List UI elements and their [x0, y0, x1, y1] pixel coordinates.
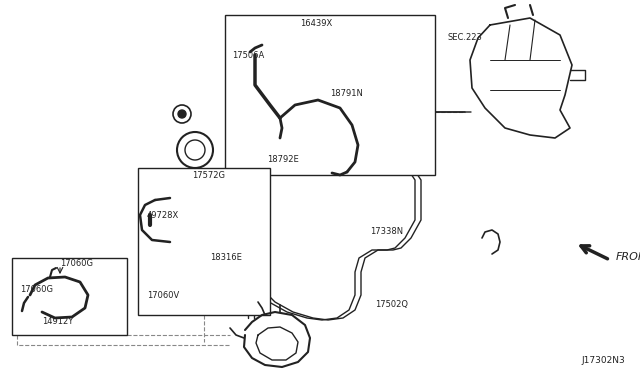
Text: J17302N3: J17302N3	[581, 356, 625, 365]
Text: SEC.223: SEC.223	[448, 33, 483, 42]
Text: 14912Y: 14912Y	[42, 317, 73, 327]
Text: 18316E: 18316E	[210, 253, 242, 263]
Text: 17506A: 17506A	[232, 51, 264, 60]
Text: 17572G: 17572G	[192, 171, 225, 180]
Text: 17338N: 17338N	[370, 228, 403, 237]
Bar	[225, 15, 435, 175]
Text: 18791N: 18791N	[330, 89, 363, 97]
Text: 17502Q: 17502Q	[375, 301, 408, 310]
Text: 18792E: 18792E	[267, 155, 299, 164]
Text: 17060G: 17060G	[20, 285, 53, 295]
Circle shape	[178, 110, 186, 118]
Text: 16439X: 16439X	[300, 19, 332, 29]
Text: 49728X: 49728X	[147, 211, 179, 219]
Text: 17060V: 17060V	[147, 291, 179, 299]
Text: 17060G: 17060G	[60, 260, 93, 269]
Bar	[138, 168, 270, 315]
Text: FRONT: FRONT	[616, 252, 640, 262]
Bar	[12, 258, 127, 335]
